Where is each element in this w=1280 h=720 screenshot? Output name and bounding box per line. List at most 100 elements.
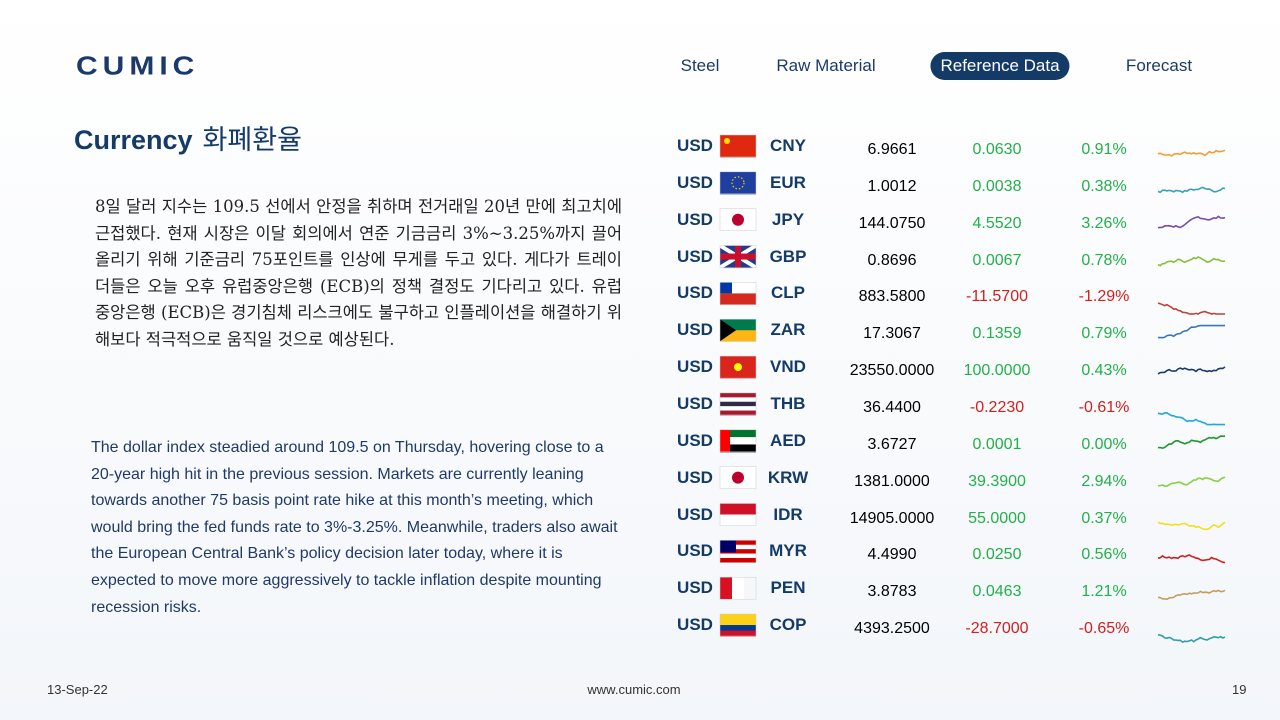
flag-part	[720, 282, 756, 294]
flag-part	[720, 557, 756, 563]
change-pct: 1.21%	[1081, 583, 1127, 601]
sparkline	[1157, 149, 1226, 157]
base-currency: USD	[677, 467, 713, 487]
change-pct: 0.79%	[1081, 325, 1127, 343]
rate: 144.0750	[858, 214, 926, 232]
quote-currency: PEN	[770, 578, 806, 598]
change: 0.0250	[972, 546, 1022, 564]
page-number: 19	[1232, 682, 1247, 697]
base-currency: USD	[677, 393, 713, 413]
rate: 0.8696	[867, 251, 917, 269]
quote-currency: IDR	[773, 504, 803, 524]
change-pct: 0.38%	[1081, 177, 1127, 195]
change: 0.0630	[972, 141, 1022, 158]
flag-part	[732, 471, 744, 484]
nav-item[interactable]: Forecast	[1125, 56, 1193, 75]
flag-part	[720, 293, 756, 305]
nav-item-active[interactable]: Reference Data	[930, 52, 1070, 80]
flag-part	[720, 171, 756, 195]
flag-part	[720, 330, 756, 342]
title: Currency 화폐환율	[74, 118, 302, 157]
base-currency: USD	[677, 320, 713, 340]
base-currency: USD	[677, 172, 713, 192]
flag-part	[720, 397, 756, 403]
flag-border	[719, 208, 757, 231]
rate: 4.4990	[867, 546, 917, 564]
flag-part	[732, 577, 744, 600]
flag-border	[719, 540, 757, 563]
flag-part	[724, 138, 730, 144]
sparkline	[1157, 521, 1226, 531]
quote-currency: THB	[770, 393, 806, 413]
base-currency: USD	[677, 246, 713, 266]
base-currency: USD	[677, 578, 713, 598]
change: 4.5520	[972, 214, 1022, 232]
base-currency: USD	[677, 430, 713, 450]
flag-border	[719, 466, 757, 489]
sparkline	[1157, 589, 1226, 601]
quote-currency: CNY	[770, 136, 806, 155]
rate: 1381.0000	[854, 472, 930, 490]
sparkline	[1157, 256, 1226, 267]
change: -11.5700	[966, 288, 1028, 306]
sparkline	[1157, 366, 1226, 375]
rate: 883.5800	[858, 288, 926, 306]
change: 0.0001	[972, 435, 1022, 453]
sparkline	[1157, 633, 1226, 644]
flag-border	[719, 576, 757, 600]
change: 0.0038	[972, 177, 1022, 195]
rate: 17.3067	[863, 325, 921, 343]
flag-part	[720, 253, 756, 260]
flag-part	[720, 540, 756, 546]
flag-part	[720, 429, 730, 452]
quote-currency: KRW	[767, 467, 809, 487]
flag-part	[720, 444, 756, 453]
change-pct: -0.65%	[1078, 620, 1130, 638]
rate: 36.4400	[863, 398, 921, 416]
flag-part	[720, 429, 756, 438]
quote-currency: ZAR	[770, 320, 806, 340]
flag-part	[720, 392, 756, 398]
quote-currency: VND	[770, 357, 806, 377]
quote-currency: COP	[769, 615, 807, 635]
base-currency: USD	[677, 615, 713, 635]
rate: 4393.2500	[854, 620, 930, 638]
flag-part	[720, 319, 736, 342]
paragraph-ko: 8일 달러 지수는 109.5 선에서 안정을 취하며 전거래일 20년 만에 …	[95, 197, 622, 349]
change: 0.0067	[972, 251, 1022, 269]
flag-border	[719, 245, 757, 268]
footer-date: 13-Sep-22	[47, 682, 108, 697]
title-en: Currency	[74, 125, 193, 155]
change: 39.3900	[968, 472, 1026, 490]
nav-item[interactable]: Raw Material	[776, 56, 876, 75]
flag-part	[720, 625, 756, 632]
base-currency: USD	[677, 283, 713, 303]
flag-part	[720, 549, 756, 555]
flag-part	[720, 319, 756, 331]
sparkline	[1157, 302, 1225, 315]
quote-currency: CLP	[771, 283, 805, 303]
flag-part	[731, 176, 745, 190]
change-pct: 0.37%	[1081, 509, 1127, 527]
change-pct: -0.61%	[1078, 398, 1130, 416]
change-pct: 0.91%	[1081, 141, 1127, 158]
flag-part	[720, 614, 756, 621]
change-pct: 2.94%	[1081, 472, 1127, 490]
change: -0.2230	[969, 398, 1025, 416]
flag-part	[720, 410, 756, 416]
quote-currency: EUR	[770, 172, 806, 192]
rate: 23550.0000	[849, 362, 935, 380]
quote-currency: GBP	[769, 246, 807, 266]
flag-part	[734, 363, 742, 372]
base-currency: USD	[677, 541, 713, 561]
nav-item[interactable]: Steel	[680, 56, 720, 75]
flag-border	[719, 355, 757, 379]
quote-currency: MYR	[769, 541, 807, 561]
sparkline	[1157, 553, 1226, 564]
flag-border	[719, 429, 757, 453]
change: 55.0000	[968, 509, 1026, 527]
sparkline	[1157, 186, 1226, 194]
change-pct: 0.56%	[1081, 546, 1127, 564]
